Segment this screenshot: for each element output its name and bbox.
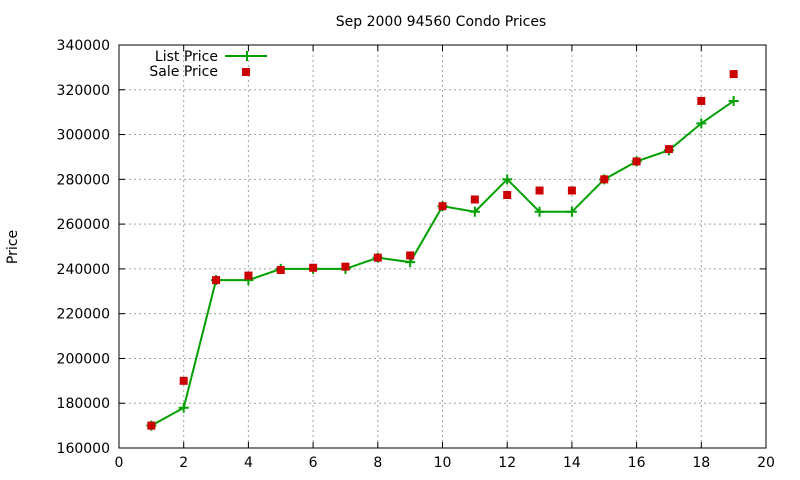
sale-price-point xyxy=(535,186,544,195)
sale-price-point xyxy=(179,376,188,385)
series-layer xyxy=(146,70,739,431)
legend: List Price Sale Price xyxy=(149,49,267,80)
sale-price-point xyxy=(244,271,253,280)
y-axis-label: Price xyxy=(5,230,21,264)
y-tick-label: 300000 xyxy=(57,128,110,144)
sale-price-point xyxy=(729,70,738,79)
sale-price-point xyxy=(147,421,156,430)
grid xyxy=(119,45,766,448)
list-price-point xyxy=(566,206,577,217)
y-tick-label: 340000 xyxy=(57,38,110,54)
sale-price-point xyxy=(438,202,447,211)
sale-price-point xyxy=(470,195,479,204)
sale-price-point xyxy=(341,262,350,271)
sale-price-point xyxy=(276,266,285,275)
x-tick-label: 2 xyxy=(179,455,188,471)
legend-marker-sale-price xyxy=(242,68,250,76)
sale-price-point xyxy=(309,263,318,272)
x-tick-label: 8 xyxy=(373,455,382,471)
legend-marker-list-price xyxy=(242,51,252,61)
sale-price-point xyxy=(373,253,382,262)
x-tick-label: 6 xyxy=(309,455,318,471)
sale-price-point xyxy=(567,186,576,195)
sale-price-point xyxy=(600,175,609,184)
y-tick-label: 180000 xyxy=(57,396,110,412)
list-price-point xyxy=(728,95,739,106)
list-price-point xyxy=(696,118,707,129)
x-tick-label: 0 xyxy=(115,455,124,471)
y-tick-label: 280000 xyxy=(57,172,110,188)
x-tick-label: 20 xyxy=(757,455,775,471)
x-tick-label: 10 xyxy=(434,455,452,471)
list-price-point xyxy=(502,174,513,185)
sale-price-point xyxy=(406,251,415,260)
y-tick-label: 320000 xyxy=(57,83,110,99)
y-tick-label: 200000 xyxy=(57,351,110,367)
legend-label-list-price: List Price xyxy=(155,49,218,65)
y-tick-label: 220000 xyxy=(57,307,110,323)
chart-title: Sep 2000 94560 Condo Prices xyxy=(336,14,546,30)
x-tick-label: 14 xyxy=(563,455,581,471)
y-tick-label: 260000 xyxy=(57,217,110,233)
list-price-point xyxy=(469,206,480,217)
sale-price-point xyxy=(503,191,512,200)
list-price-point xyxy=(534,206,545,217)
legend-label-sale-price: Sale Price xyxy=(149,64,218,80)
y-tick-label: 160000 xyxy=(57,441,110,457)
x-tick-label: 16 xyxy=(628,455,646,471)
sale-price-point xyxy=(697,96,706,105)
x-tick-label: 4 xyxy=(244,455,253,471)
axis-ticks: 0 2 4 6 8 10 12 14 16 18 20 160000 180000 200000 22000… xyxy=(57,38,775,471)
sale-price-point xyxy=(212,276,221,285)
x-tick-label: 12 xyxy=(498,455,516,471)
sale-price-point xyxy=(664,145,673,154)
sale-price-point xyxy=(632,157,641,166)
y-tick-label: 240000 xyxy=(57,262,110,278)
x-tick-label: 18 xyxy=(692,455,710,471)
list-price-point xyxy=(178,402,189,413)
